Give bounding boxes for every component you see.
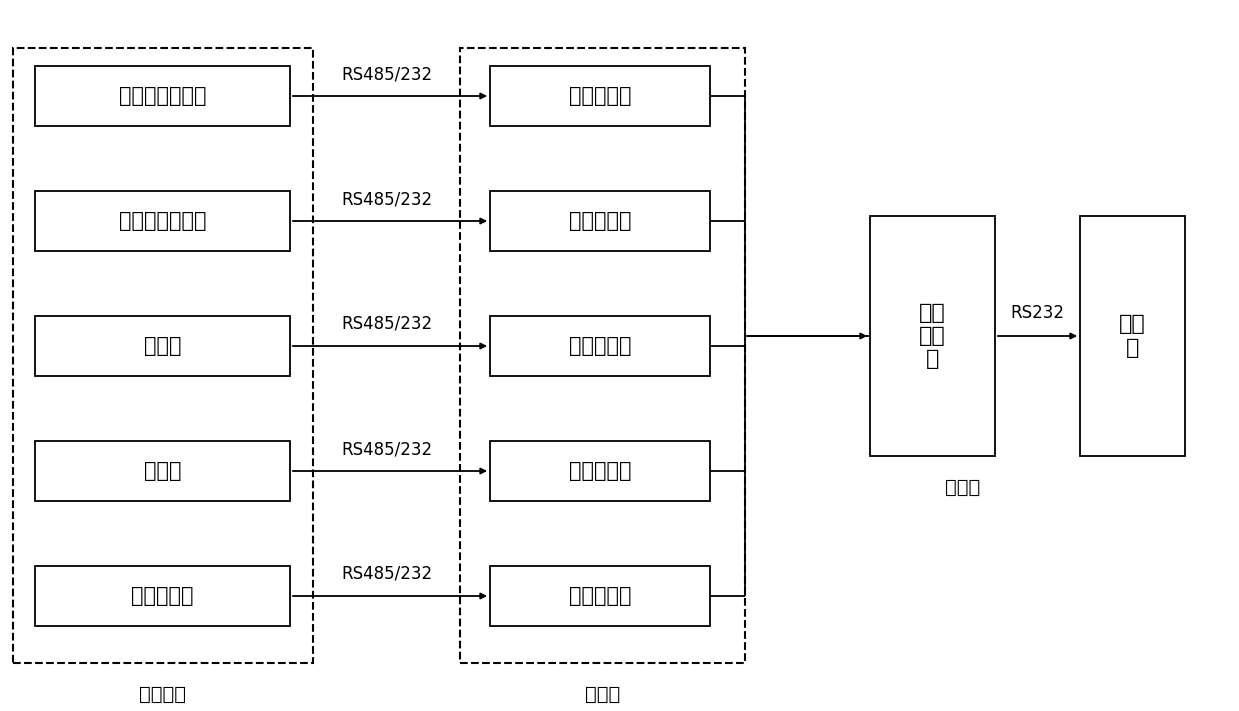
Text: RS485/232: RS485/232: [341, 565, 432, 583]
Text: RS485/232: RS485/232: [341, 190, 432, 208]
Text: 主节点: 主节点: [945, 478, 980, 497]
Bar: [35, 441, 290, 501]
Text: 无线发射器: 无线发射器: [569, 86, 631, 106]
Bar: [489, 66, 710, 126]
Text: 转速计: 转速计: [144, 461, 181, 481]
Bar: [870, 216, 995, 456]
Text: 无线发射器: 无线发射器: [569, 336, 631, 356]
Bar: [460, 48, 745, 663]
Bar: [489, 316, 710, 376]
Text: 无线发射器: 无线发射器: [569, 461, 631, 481]
Bar: [489, 566, 710, 626]
Bar: [35, 316, 290, 376]
Bar: [1080, 216, 1184, 456]
Bar: [35, 191, 290, 251]
Text: 无线
发射
器: 无线 发射 器: [919, 303, 945, 369]
Text: RS485/232: RS485/232: [341, 65, 432, 83]
Text: 上位
机: 上位 机: [1119, 314, 1146, 358]
Bar: [489, 441, 710, 501]
Text: 无线发射器: 无线发射器: [569, 586, 631, 606]
Text: 智能电测表: 智能电测表: [131, 586, 193, 606]
Bar: [35, 66, 290, 126]
Bar: [12, 48, 313, 663]
Text: RS485/232: RS485/232: [341, 440, 432, 458]
Text: 出口压力传感器: 出口压力传感器: [119, 211, 206, 231]
Text: RS232: RS232: [1011, 304, 1064, 322]
Text: 流量计: 流量计: [144, 336, 181, 356]
Text: RS485/232: RS485/232: [341, 315, 432, 333]
Text: 无线发射器: 无线发射器: [569, 211, 631, 231]
Text: 从节点: 从节点: [585, 685, 621, 704]
Bar: [489, 191, 710, 251]
Text: 进口压力传感器: 进口压力传感器: [119, 86, 206, 106]
Bar: [35, 566, 290, 626]
Text: 系统仪表: 系统仪表: [140, 685, 187, 704]
